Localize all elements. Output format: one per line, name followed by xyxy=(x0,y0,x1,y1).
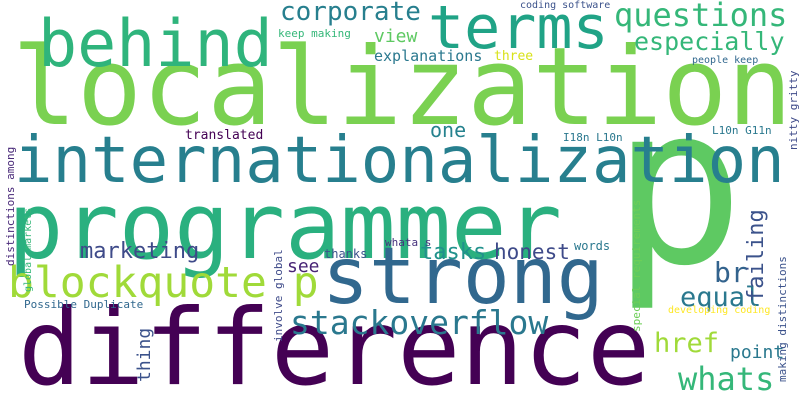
word: I18n L10n xyxy=(563,131,623,144)
word: internationalization xyxy=(14,124,785,198)
word: especially xyxy=(634,27,785,56)
word: distinctions among xyxy=(4,147,17,266)
word: tasks xyxy=(420,240,486,265)
word: view xyxy=(374,26,418,47)
word: honest xyxy=(494,240,570,264)
word: see xyxy=(287,256,320,277)
word: failing xyxy=(744,209,769,302)
word: programmer xyxy=(8,173,562,280)
word: L10n G11n xyxy=(712,124,772,137)
word: href xyxy=(654,328,719,359)
word: whats xyxy=(678,360,774,398)
word: words xyxy=(574,239,610,253)
word: three xyxy=(494,49,533,64)
word: br xyxy=(714,256,748,289)
word: blockquote p xyxy=(8,258,319,308)
word: questions xyxy=(614,0,787,34)
word: explanations xyxy=(374,47,482,65)
word: p xyxy=(612,58,744,314)
word: whata s xyxy=(385,236,431,249)
word: making distinctions xyxy=(776,256,789,382)
word: people keep xyxy=(692,55,758,66)
word: one xyxy=(430,118,466,142)
word: global markets xyxy=(23,208,34,292)
word: coding software xyxy=(520,0,610,11)
word: behind xyxy=(38,7,273,82)
word: difference xyxy=(18,287,650,400)
word: stackoverflow xyxy=(290,303,548,342)
word: translated xyxy=(185,128,263,143)
word: point xyxy=(730,342,784,363)
word: keep making xyxy=(278,27,351,40)
word: special requirements xyxy=(630,200,643,332)
word: thing xyxy=(134,328,155,382)
word: thanks xyxy=(324,247,367,261)
word: involve global xyxy=(272,249,285,342)
word: nitty gritty xyxy=(787,70,800,150)
word: strong xyxy=(322,232,604,322)
word: developing coding xyxy=(668,305,770,316)
word: corporate xyxy=(280,0,421,27)
word: terms xyxy=(428,0,609,63)
word: marketing xyxy=(80,239,199,264)
word: equal xyxy=(680,282,761,313)
word: localization xyxy=(12,25,792,150)
word: Possible Duplicate xyxy=(24,298,143,311)
